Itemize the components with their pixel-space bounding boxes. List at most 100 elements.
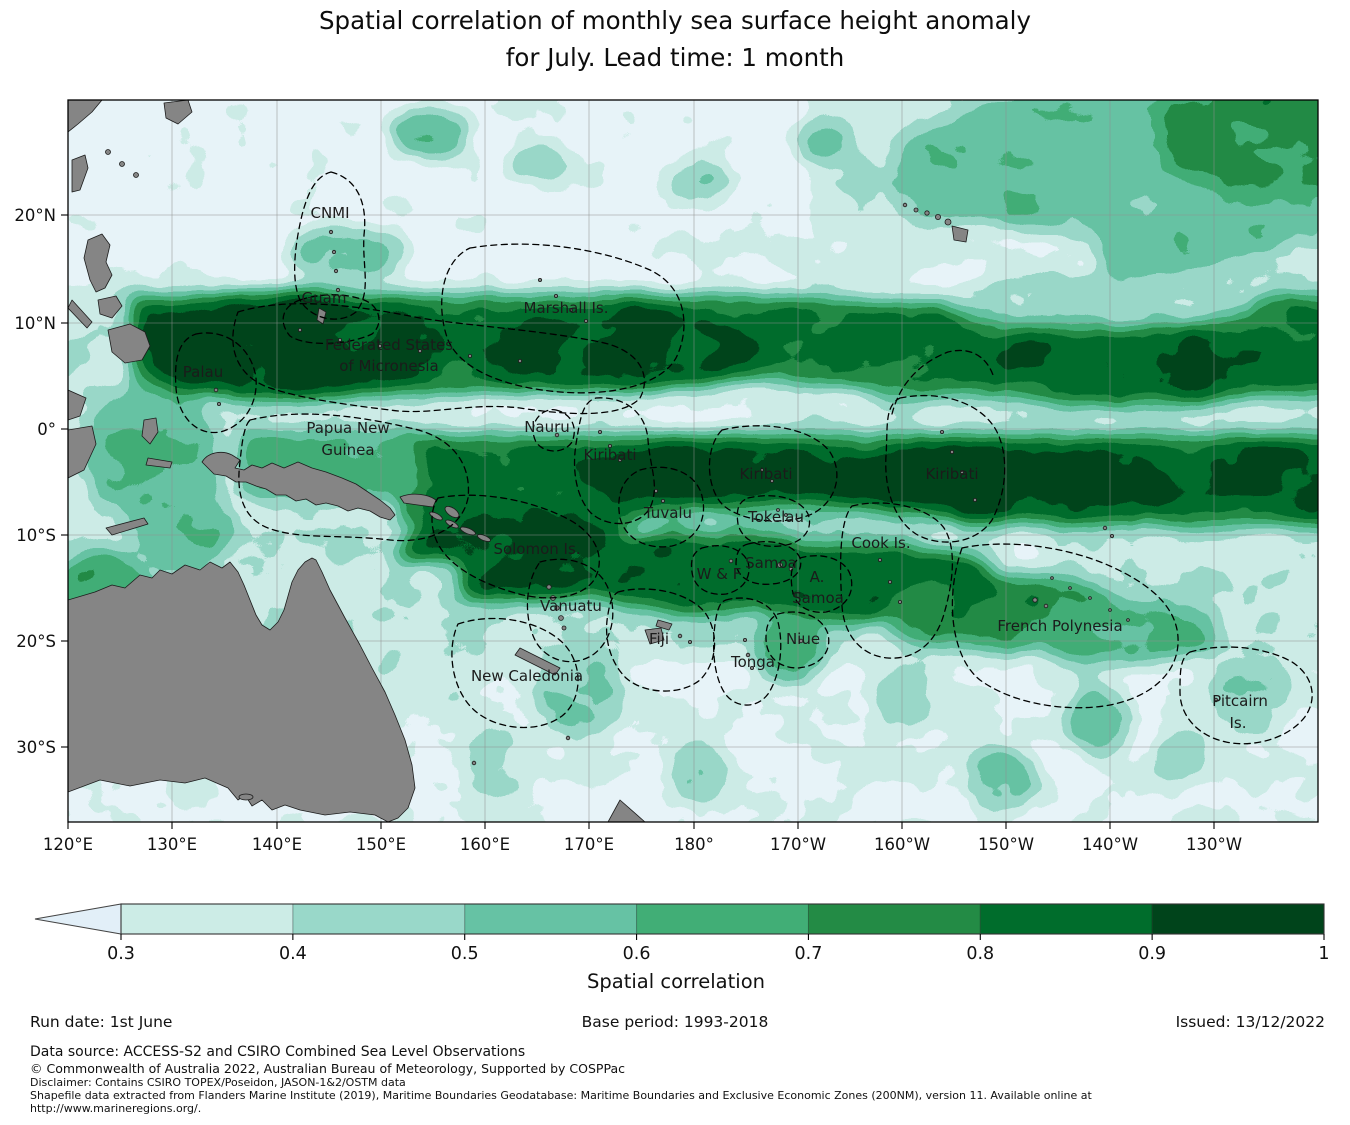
map-label-pitcairn-line2: Is. [1229, 714, 1246, 732]
map-label-samoa: Samoa [745, 554, 797, 572]
map-label-nauru: Nauru [524, 418, 570, 436]
eez-fsm [232, 303, 645, 415]
lon-tick-140e: 140°E [252, 835, 302, 854]
lon-tick-150w: 150°W [978, 835, 1034, 854]
lat-tick-20s: 20°S [16, 632, 56, 651]
map-label-tuvalu: Tuvalu [643, 504, 692, 522]
land-seram [145, 457, 173, 469]
land-china-coast [68, 100, 103, 133]
map-label-pitcairn-line1: Pitcairn [1212, 692, 1268, 710]
map-label-cnmi: CNMI [310, 204, 349, 222]
land-kangaroo-island [238, 793, 254, 801]
map-label-french-polynesia: French Polynesia [997, 617, 1122, 635]
chart-title: Spatial correlation of monthly sea surfa… [0, 2, 1350, 76]
map-label-cook-is: Cook Is. [851, 534, 910, 552]
land-luzon [83, 233, 113, 293]
lon-tick-labels: 120°E 130°E 140°E 150°E 160°E 170°E 180°… [43, 835, 1242, 854]
land-ryukyu-1 [105, 149, 111, 155]
land-layer [68, 100, 1219, 822]
map-frame [67, 99, 1319, 823]
lon-tick-180: 180° [674, 835, 714, 854]
lon-tick-130w: 130°W [1186, 835, 1242, 854]
eez-solomon-islands [431, 494, 600, 599]
eez-vanuatu [526, 558, 614, 663]
eez-marshall-islands [441, 243, 685, 394]
correlation-map: CNMI Guam Marshall Is. Federated States … [14, 99, 1330, 993]
eez-french-polynesia [951, 543, 1179, 709]
lon-tick-170w: 170°W [770, 835, 826, 854]
eez-pitcairn [1179, 646, 1313, 745]
chart-title-line1: Spatial correlation of monthly sea surfa… [319, 6, 1031, 35]
land-sulawesi [68, 425, 97, 479]
colorbar-axis-label: Spatial correlation [587, 970, 765, 993]
lat-tick-10s: 10°S [16, 526, 56, 545]
base-period: Base period: 1993-2018 [581, 1013, 769, 1031]
eez-wallis-futuna [690, 545, 750, 595]
colorbar-frame [120, 903, 1325, 935]
cbar-tick-1: 1 [1318, 944, 1329, 964]
map-label-png-line2: Guinea [321, 441, 374, 459]
map-label-vanuatu: Vanuatu [540, 597, 602, 615]
lon-tick-160e: 160°E [460, 835, 510, 854]
land-palawan [68, 299, 93, 329]
land-mindanao [107, 323, 151, 364]
map-label-palau: Palau [183, 363, 223, 381]
colorbar-segment-0.8 [980, 904, 1153, 934]
map-label-fsm-line2: of Micronesia [339, 357, 439, 375]
cbar-tick-0.8: 0.8 [966, 944, 994, 964]
lat-tick-labels: 20°N 10°N 0° 10°S 20°S 30°S [14, 206, 56, 757]
land-visayas [97, 295, 123, 319]
lon-tick-170e: 170°E [564, 835, 614, 854]
eez-guam [282, 294, 380, 345]
eez-fiji [605, 588, 716, 692]
land-new-britain [399, 493, 437, 508]
cbar-tick-0.3: 0.3 [107, 944, 135, 964]
eez-line-north-arc [891, 349, 995, 415]
land-new-guinea [201, 451, 396, 521]
land-halmahera [141, 417, 159, 445]
map-label-png-line1: Papua New [306, 419, 389, 437]
land-new-zealand-tip [607, 799, 646, 822]
map-label-american-samoa-line2: Samoa [792, 589, 844, 607]
eez-kiribati-line [885, 394, 1006, 543]
eez-tokelau [736, 495, 811, 547]
lat-tick-20n: 20°N [14, 206, 56, 225]
eez-cnmi [294, 171, 366, 320]
eez-cook-islands [839, 502, 954, 659]
eez-tuvalu [618, 466, 705, 548]
land-borneo-tip [68, 389, 87, 421]
map-label-tokelau: Tokelau [747, 508, 804, 526]
eez-papua-new-guinea [238, 413, 470, 542]
lon-tick-140w: 140°W [1082, 835, 1138, 854]
eez-tonga [712, 597, 782, 706]
colorbar-segment-0.5 [464, 904, 637, 934]
map-label-tonga: Tonga [730, 653, 775, 671]
colorbar-segment-0.4 [292, 904, 465, 934]
eez-new-caledonia [451, 617, 579, 729]
issued-date: Issued: 13/12/2022 [1175, 1013, 1325, 1031]
land-taiwan [71, 154, 89, 193]
cbar-tick-0.5: 0.5 [451, 944, 479, 964]
map-label-kiribati-line: Kiribati [925, 465, 978, 483]
colorbar-segment-0.7 [808, 904, 981, 934]
land-bougainville [444, 505, 460, 519]
graticule [68, 100, 1318, 822]
colorbar-under-arrow [34, 903, 122, 935]
land-timor [105, 517, 149, 536]
eez-kiribati-gilbert [573, 397, 656, 525]
colorbar-segment-0.6 [636, 904, 809, 934]
lon-tick-160w: 160°W [874, 835, 930, 854]
map-labels: CNMI Guam Marshall Is. Federated States … [183, 204, 1268, 732]
map-label-kiribati-phoenix: Kiribati [739, 465, 792, 483]
cbar-tick-0.9: 0.9 [1138, 944, 1166, 964]
lat-tick-0: 0° [37, 420, 56, 439]
land-small-islands [213, 202, 1219, 766]
chart-title-line2: for July. Lead time: 1 month [505, 43, 845, 72]
eez-boundaries [174, 171, 1313, 745]
eez-kiribati-phoenix [708, 425, 838, 522]
axis-ticks [61, 214, 1215, 829]
lat-tick-10n: 10°N [14, 314, 56, 333]
land-australia [68, 557, 416, 822]
land-ryukyu-3 [133, 172, 139, 178]
